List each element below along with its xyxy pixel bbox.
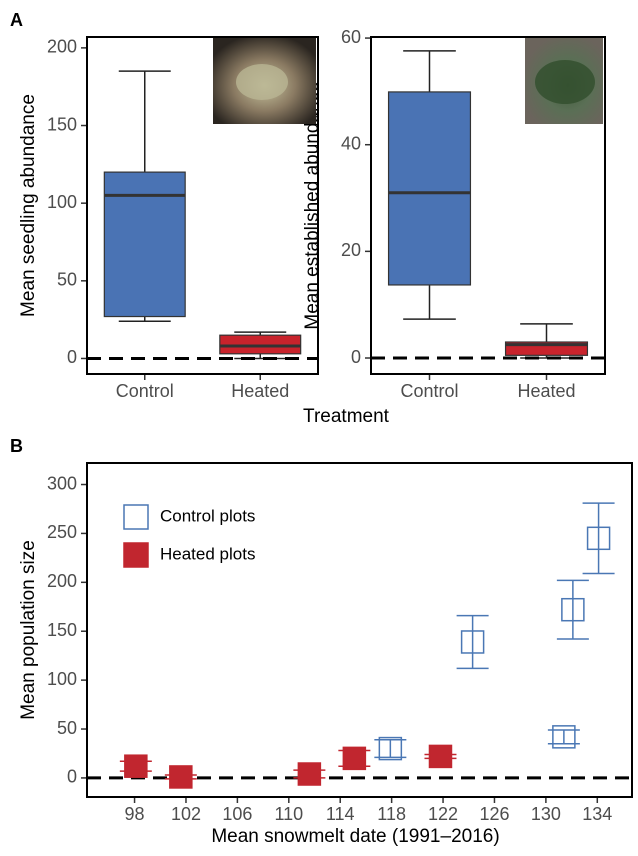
y-tick-label: 40 — [341, 133, 361, 153]
x-tick-label: 122 — [428, 804, 458, 824]
y-tick-label: 200 — [47, 37, 77, 57]
y-tick-label: 100 — [47, 669, 77, 689]
y-tick-label: 250 — [47, 522, 77, 542]
y-axis-label: Mean seedling abundance — [18, 94, 39, 317]
x-tick-label: Control — [116, 381, 174, 401]
y-axis-label: Mean established abundance — [302, 81, 323, 329]
x-tick-label: 102 — [171, 804, 201, 824]
legend-label: Control plots — [160, 506, 255, 525]
y-tick-label: 0 — [67, 767, 77, 787]
x-tick-label: 130 — [531, 804, 561, 824]
point — [552, 725, 576, 749]
point — [342, 746, 367, 771]
y-tick-label: 0 — [351, 347, 361, 367]
panel-letter: A — [10, 10, 23, 30]
point — [428, 744, 453, 769]
point — [586, 526, 611, 551]
established-leaves — [535, 60, 595, 104]
x-tick-label: Heated — [517, 381, 575, 401]
x-axis-label: Treatment — [303, 406, 390, 427]
x-tick-label: 134 — [582, 804, 612, 824]
plot-frame — [86, 462, 633, 798]
y-tick-label: 50 — [57, 718, 77, 738]
x-axis-label: Mean snowmelt date (1991–2016) — [211, 826, 499, 847]
x-tick-label: 110 — [274, 804, 303, 824]
point — [124, 754, 148, 778]
box — [103, 171, 186, 318]
y-tick-label: 150 — [47, 114, 77, 134]
x-tick-label: 106 — [222, 804, 252, 824]
y-tick-label: 150 — [47, 620, 77, 640]
y-axis-label: Mean population size — [18, 540, 39, 720]
legend-swatch — [123, 542, 149, 568]
y-tick-label: 50 — [57, 270, 77, 290]
box — [219, 334, 302, 355]
point — [460, 630, 485, 654]
y-tick-label: 200 — [47, 571, 77, 591]
x-tick-label: 126 — [479, 804, 509, 824]
point — [169, 765, 193, 789]
point — [561, 597, 585, 622]
y-tick-label: 300 — [47, 473, 77, 493]
box — [387, 91, 472, 286]
x-tick-label: Control — [400, 381, 458, 401]
plot-frame — [86, 36, 319, 375]
legend-label: Heated plots — [160, 544, 255, 563]
plot-frame — [370, 36, 606, 375]
seedling-leaves — [236, 64, 288, 100]
point — [378, 736, 403, 761]
y-tick-label: 0 — [67, 347, 77, 367]
x-tick-label: 98 — [125, 804, 145, 824]
point — [297, 762, 322, 786]
y-tick-label: 100 — [47, 192, 77, 212]
y-tick-label: 20 — [341, 240, 361, 260]
y-tick-label: 60 — [341, 27, 361, 47]
panel-letter: B — [10, 436, 23, 456]
x-tick-label: 118 — [377, 804, 406, 824]
legend-swatch — [123, 504, 149, 530]
x-tick-label: 114 — [326, 804, 355, 824]
x-tick-label: Heated — [231, 381, 289, 401]
photo-insets — [213, 38, 603, 124]
